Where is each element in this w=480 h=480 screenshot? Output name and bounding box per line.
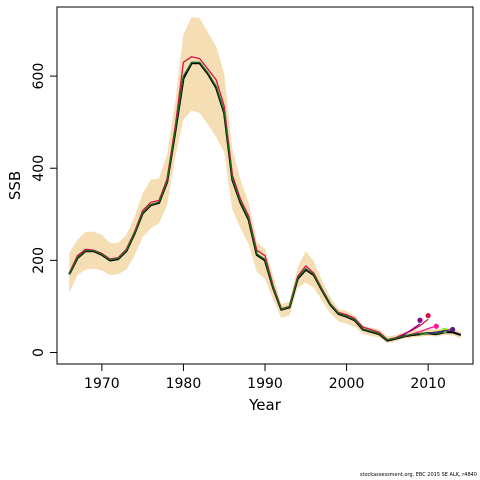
- x-tick-label: 1980: [166, 376, 202, 392]
- series-line: [68, 62, 462, 342]
- y-axis: 0 200 400 600: [31, 63, 57, 357]
- series-endpoint: [425, 313, 431, 319]
- y-tick-label: 400: [31, 155, 47, 182]
- x-tick-label: 2010: [410, 376, 446, 392]
- source-caption: stockassessment.org, EBC 2015 SE ALK, r4…: [359, 472, 477, 478]
- series-endpoint: [450, 326, 456, 333]
- y-tick-label: 600: [31, 63, 47, 90]
- y-tick-label: 200: [31, 247, 47, 274]
- confidence-band-layer: [69, 17, 461, 344]
- y-tick-label: 0: [31, 348, 47, 357]
- x-tick-label: 1990: [247, 376, 283, 392]
- x-tick-label: 1970: [84, 376, 120, 392]
- x-axis-title: Year: [248, 396, 282, 414]
- plot-frame: [56, 6, 474, 365]
- series-layer: [68, 56, 462, 342]
- x-tick-label: 2000: [329, 376, 365, 392]
- series-line: [68, 56, 429, 341]
- series-endpoint: [417, 317, 423, 323]
- confidence-band: [69, 17, 461, 344]
- y-axis-title: SSB: [6, 171, 24, 200]
- series-endpoint: [433, 323, 439, 329]
- x-axis: 1970 1980 1990 2000 2010: [84, 364, 446, 392]
- series-line: [68, 61, 445, 341]
- series-line: [428, 328, 453, 334]
